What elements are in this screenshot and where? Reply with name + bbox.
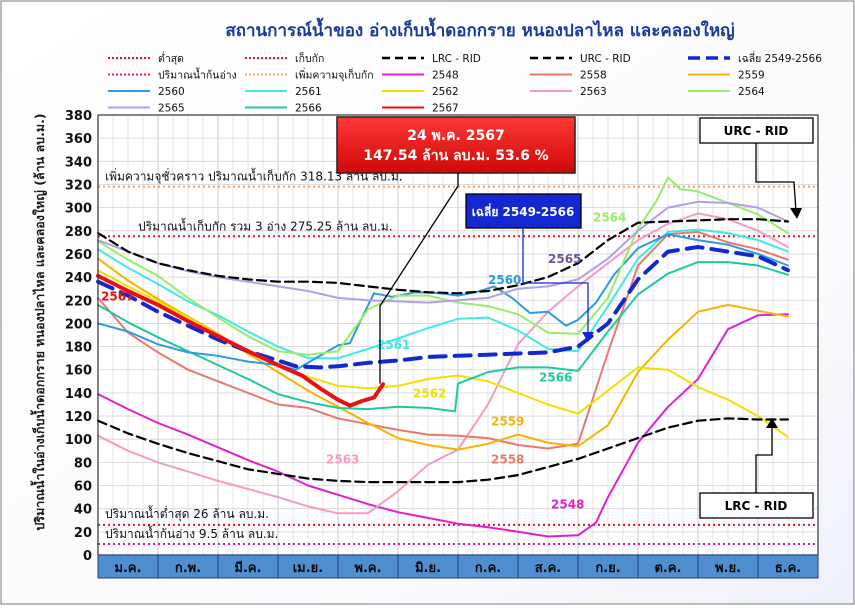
series-line-2565 [97,200,789,304]
series-line-เฉลี่ย-2549-2566 [96,245,790,370]
annotation-lrc-leader [755,426,773,493]
series-label-2559: 2559 [491,414,524,428]
legend-label: 2565 [158,103,185,115]
series-label-2548: 2548 [551,498,584,512]
x-tick-label: ก.พ. [175,561,201,576]
legend-label: 2564 [738,86,765,98]
y-tick-label: 200 [65,317,92,332]
series-line-2564 [97,176,789,356]
y-tick-label: 300 [65,202,92,217]
reference-label-dead: ปริมาณน้ำก้นอ่าง 9.5 ล้าน ลบ.ม. [105,525,278,541]
annotation-current-value: 147.54 ล้าน ลบ.ม. 53.6 % [363,148,548,164]
legend-label: เก็บกัก [295,51,324,65]
series-label-2567: 2567 [101,289,134,303]
legend-label: 2562 [432,86,459,98]
y-tick-label: 380 [65,109,92,124]
x-tick-label: เม.ย. [293,561,324,576]
annotation-avg-arrowhead [582,332,594,342]
x-tick-label: ม.ค. [114,561,141,576]
reference-label-storage: ปริมาณน้ำเก็บกัก รวม 3 อ่าง 275.25 ล้าน … [138,217,393,233]
y-tick-label: 100 [65,433,92,448]
annotation-urc-label: URC - RID [724,124,789,138]
chart-title: สถานการณ์น้ำของ อ่างเก็บน้ำดอกกราย หนองป… [225,17,734,41]
legend-label: 2560 [158,86,185,98]
y-tick-label: 120 [65,410,92,425]
y-tick-label: 60 [74,480,92,495]
x-tick-label: ก.ย. [595,561,620,576]
annotation-current-box [336,116,576,174]
legend-label: URC - RID [580,53,631,65]
y-tick-label: 280 [65,225,92,240]
series-line-2561 [97,228,789,360]
x-tick-label: ส.ค. [535,561,562,576]
series-line-LRC---RID [96,417,790,484]
y-axis-label: ปริมาณน้ำในอ่างเก็บน้ำดอกกราย หนองปลาไหล… [30,113,47,530]
series-label-2565: 2565 [548,252,581,266]
series-line-2559 [97,257,789,451]
series-label-2566: 2566 [539,370,572,384]
series-line-2548 [97,313,789,538]
x-tick-label: ธ.ค. [775,561,802,576]
y-tick-label: 360 [65,132,92,147]
series-line-2560 [97,233,789,371]
annotation-lrc-arrowhead [766,418,778,428]
series-line-2558 [97,230,789,450]
series-label-2564: 2564 [593,211,626,225]
x-tick-label: ต.ค. [654,561,681,576]
x-tick-label: พ.ค. [354,561,381,576]
series-line-2567 [96,273,385,408]
legend-label: เพิ่มความจุเก็บกัก [295,68,374,82]
series-label-2560: 2560 [488,273,521,287]
legend-label: LRC - RID [432,53,481,65]
legend: ต่ำสุด เก็บกัก LRC - RID URC - RID เฉลี่ย 25… [108,51,822,115]
y-tick-label: 40 [74,503,92,518]
legend-label: 2563 [580,86,607,98]
y-tick-label: 240 [65,271,92,286]
annotation-current-date: 24 พ.ค. 2567 [407,128,504,144]
reference-label-max_temp: เพิ่มความจุชั่วคราว ปริมาณน้ำเก็บกัก 318… [105,168,403,185]
x-tick-label: พ.ย. [715,561,741,576]
annotation-urc-leader [755,143,797,213]
legend-label: เฉลี่ย 2549-2566 [738,51,822,65]
y-tick-label: 0 [83,549,92,564]
x-tick-label: มิ.ย. [415,561,441,576]
series-label-2561: 2561 [377,338,410,352]
series-line-URC---RID [96,218,790,295]
reference-label-min: ปริมาณน้ำต่ำสุด 26 ล้าน ลบ.ม. [105,505,269,522]
series-label-2563: 2563 [326,453,359,467]
y-tick-label: 80 [74,456,92,471]
series-label-2558: 2558 [491,453,524,467]
legend-label: 2566 [295,103,322,115]
annotation-current-leader [379,173,459,384]
y-tick-label: 20 [74,526,92,541]
annotation-lrc-label: LRC - RID [725,499,788,513]
plot-area: 0 20 40 60 80 100 120 140 160 180 200 220 240 260 280 3… [65,109,819,579]
y-tick-label: 340 [65,155,92,170]
y-tick-label: 180 [65,341,92,356]
y-tick-label: 320 [65,178,92,193]
annotation-avg-label: เฉลี่ย 2549-2566 [472,203,575,219]
y-tick-label: 160 [65,364,92,379]
legend-label: 2558 [580,70,607,82]
y-tick-label: 260 [65,248,92,263]
legend-label: ปริมาณน้ำก้นอ่าง [158,68,237,82]
x-tick-label: มี.ค. [234,560,261,576]
x-tick-label: ก.ค. [475,561,501,576]
annotation-urc-arrowhead [790,208,802,219]
legend-label: 2567 [432,103,459,115]
annotation-avg-leader [522,228,589,336]
legend-label: ต่ำสุด [158,51,184,65]
y-tick-label: 140 [65,387,92,402]
legend-label: 2561 [295,86,322,98]
y-tick-label: 220 [65,294,92,309]
series-label-2562: 2562 [413,387,446,401]
series-line-2566 [97,261,789,413]
legend-label: 2559 [738,70,765,82]
legend-label: 2548 [432,70,459,82]
